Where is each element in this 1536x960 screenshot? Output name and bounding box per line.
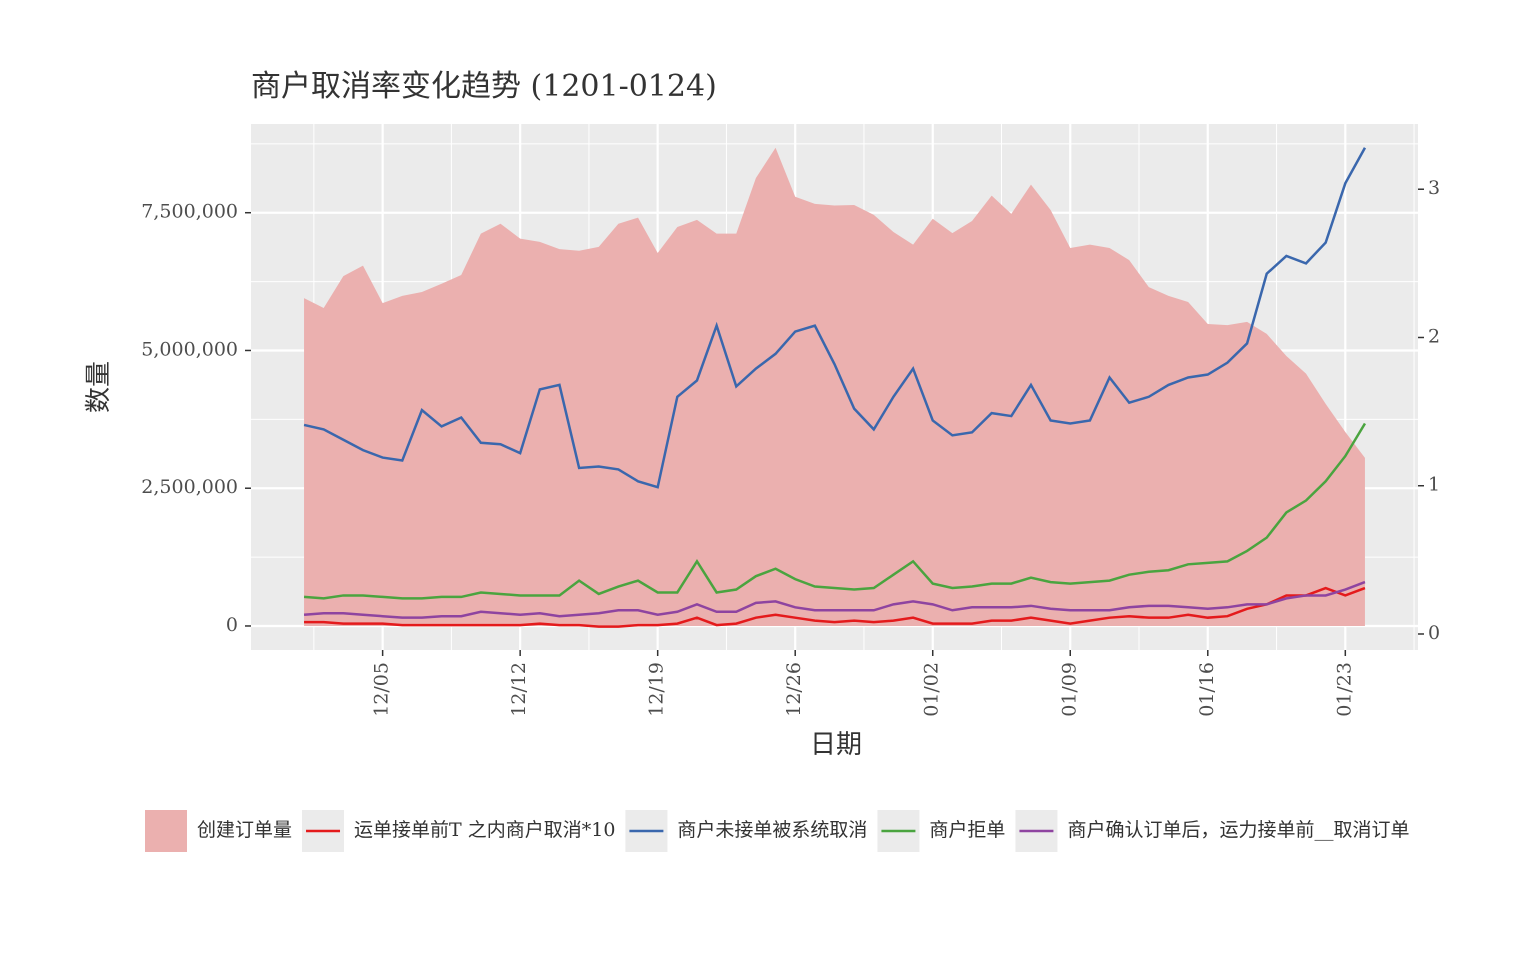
x-tick-label: 12/19 [646,662,668,717]
legend-label: 商户确认订单后，运力接单前__取消订单 [1067,819,1409,841]
chart-title: 商户取消率变化趋势 (1201-0124) [251,69,717,104]
y-tick-label: 2,500,000 [141,476,238,498]
x-axis-label: 日期 [810,730,862,760]
area [304,147,1365,626]
y-axis-label: 数量 [84,361,114,413]
y2-tick-label: 2 [1428,325,1440,347]
x-tick-label: 12/05 [371,662,393,717]
legend-key [145,810,187,852]
line [303,580,1366,619]
x-tick-label: 12/26 [783,662,805,717]
x-tick-label: 01/23 [1333,662,1355,717]
x-tick-label: 12/12 [508,662,530,717]
legend-label: 商户未接单被系统取消 [677,819,867,841]
axes: 0 2,500,000 5,000,000 7,500,000 0 1 2 3 12/05 12/… [141,177,1440,717]
x-tick-label: 01/02 [921,662,943,717]
y2-tick-label: 0 [1428,622,1440,644]
legend-label: 创建订单量 [197,819,292,841]
legend-label: 运单接单前T 之内商户取消*10 [354,819,615,841]
y2-tick-label: 3 [1428,177,1440,199]
marks [303,147,1367,628]
y-tick-label: 5,000,000 [141,338,238,360]
y-tick-label: 0 [226,614,238,636]
y-tick-label: 7,500,000 [141,201,238,223]
line [303,147,1367,489]
line [303,422,1367,600]
x-tick-label: 01/16 [1196,662,1218,717]
x-tick-label: 01/09 [1058,662,1080,717]
line [304,586,1366,628]
legend: 创建订单量 运单接单前T 之内商户取消*10 商户未接单被系统取消 商户拒单 商户确认订… [145,810,1409,852]
y2-tick-label: 1 [1428,474,1440,496]
legend-label: 商户拒单 [929,819,1005,841]
